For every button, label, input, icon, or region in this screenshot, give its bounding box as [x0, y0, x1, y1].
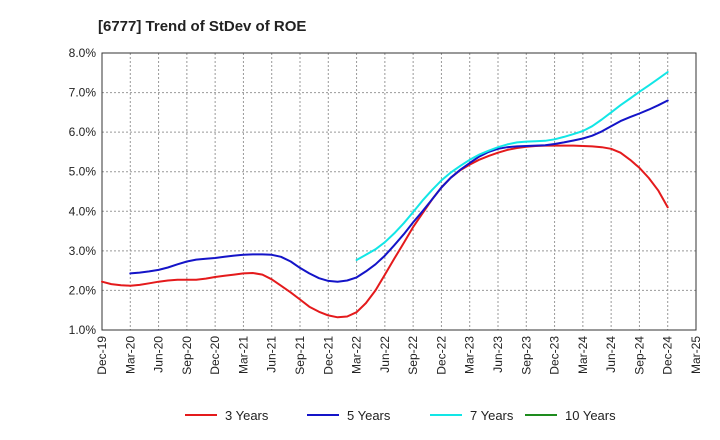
x-tick-label: Sep-23 — [519, 336, 533, 375]
x-tick-label: Sep-21 — [293, 336, 307, 375]
x-tick-label: Dec-24 — [661, 336, 675, 375]
x-tick-label: Mar-25 — [689, 336, 703, 374]
y-tick-label: 6.0% — [69, 125, 97, 139]
x-tick-label: Dec-19 — [95, 336, 109, 375]
x-tick-label: Dec-23 — [548, 336, 562, 375]
axes: 1.0% 2.0% 3.0% 4.0% 5.0% 6.0% 7.0% 8.0% Dec-19 Ma… — [69, 46, 703, 375]
x-tick-label: Jun-22 — [378, 336, 392, 373]
series-line-3-years — [101, 144, 669, 319]
series-line-5-years — [129, 99, 669, 283]
grid — [102, 53, 696, 330]
y-tick-label: 8.0% — [69, 46, 97, 60]
y-tick-label: 7.0% — [69, 86, 97, 100]
legend-label-3-years: 3 Years — [225, 408, 269, 423]
legend-label-10-years: 10 Years — [565, 408, 616, 423]
x-tick-label: Mar-21 — [236, 336, 250, 374]
series-group — [101, 71, 669, 319]
x-tick-label: Sep-24 — [632, 336, 646, 375]
x-tick-label: Jun-20 — [152, 336, 166, 373]
x-tick-label: Mar-23 — [463, 336, 477, 374]
legend: 3 Years 5 Years 7 Years 10 Years — [185, 408, 616, 423]
x-tick-label: Dec-22 — [434, 336, 448, 375]
x-tick-label: Mar-20 — [123, 336, 137, 374]
y-tick-label: 5.0% — [69, 165, 97, 179]
x-tick-label: Sep-22 — [406, 336, 420, 375]
legend-label-5-years: 5 Years — [347, 408, 391, 423]
series-line-7-years — [355, 71, 669, 261]
x-tick-label: Mar-24 — [576, 336, 590, 374]
legend-label-7-years: 7 Years — [470, 408, 514, 423]
chart-title: [6777] Trend of StDev of ROE — [98, 18, 306, 35]
x-tick-label: Sep-20 — [180, 336, 194, 375]
y-tick-label: 1.0% — [69, 323, 97, 337]
x-tick-label: Dec-21 — [321, 336, 335, 375]
y-tick-label: 3.0% — [69, 244, 97, 258]
x-tick-label: Jun-24 — [604, 336, 618, 373]
x-tick-label: Jun-21 — [265, 336, 279, 373]
x-tick-label: Dec-20 — [208, 336, 222, 375]
y-tick-label: 2.0% — [69, 283, 97, 297]
x-tick-label: Mar-22 — [350, 336, 364, 374]
y-tick-label: 4.0% — [69, 204, 97, 218]
plot-frame — [101, 52, 697, 331]
x-tick-label: Jun-23 — [491, 336, 505, 373]
